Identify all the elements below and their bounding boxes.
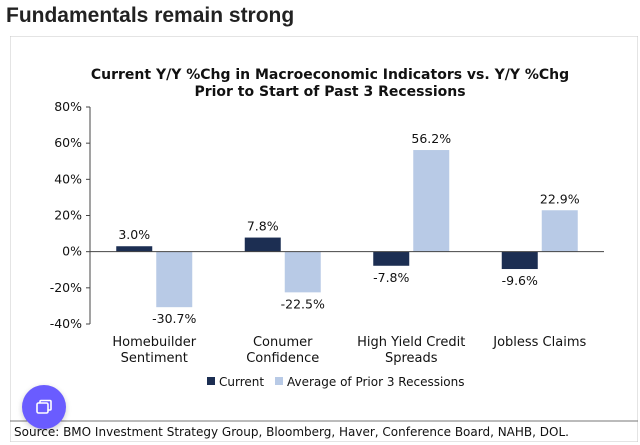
data-label: 7.8% xyxy=(247,219,279,234)
data-label: 56.2% xyxy=(411,131,451,146)
legend-label: Average of Prior 3 Recessions xyxy=(287,375,465,389)
bar-current xyxy=(116,246,153,252)
chart-title-line-1: Current Y/Y %Chg in Macroeconomic Indica… xyxy=(91,67,569,83)
bar-avg-prior-recessions xyxy=(284,251,321,293)
bar-avg-prior-recessions xyxy=(156,251,193,308)
legend: Current Average of Prior 3 Recessions xyxy=(207,375,465,389)
y-tick-label: 0% xyxy=(62,244,82,259)
y-tick-label: -40% xyxy=(50,316,82,331)
legend-swatch-avg xyxy=(275,377,283,385)
chart-border xyxy=(10,36,638,442)
fab-button[interactable] xyxy=(22,385,66,429)
category-label: Homebuilder xyxy=(112,335,196,350)
source-note: Source: BMO Investment Strategy Group, B… xyxy=(14,425,569,439)
y-tick-label: 60% xyxy=(54,135,82,150)
category-label: Confidence xyxy=(246,351,319,366)
y-tick-label: 80% xyxy=(54,99,82,114)
legend-swatch-current xyxy=(207,377,215,385)
data-label: 3.0% xyxy=(118,227,150,242)
bar-avg-prior-recessions xyxy=(541,210,578,252)
category-label: Sentiment xyxy=(121,351,188,366)
bar-current xyxy=(244,237,281,252)
category-label: High Yield Credit xyxy=(357,335,465,350)
chart-svg: Current Y/Y %Chg in Macroeconomic Indica… xyxy=(10,36,638,442)
data-label: -22.5% xyxy=(281,296,325,311)
category-label: Jobless Claims xyxy=(492,335,586,350)
data-label: -9.6% xyxy=(502,273,538,288)
category-label: Spreads xyxy=(385,351,438,366)
category-label: Conumer xyxy=(253,335,313,350)
data-label: 22.9% xyxy=(540,191,580,206)
chart-title-line-2: Prior to Start of Past 3 Recessions xyxy=(194,84,465,100)
bar-current xyxy=(501,251,538,270)
page-heading: Fundamentals remain strong xyxy=(6,4,295,27)
y-tick-label: 40% xyxy=(54,171,82,186)
copy-window-icon xyxy=(36,399,52,414)
plot-area: 80% 60% 40% 20% 0% -20% -40% 3.0% -30.7% Homebuil… xyxy=(50,99,604,366)
bar-avg-prior-recessions xyxy=(413,150,450,252)
bar-current xyxy=(373,251,410,266)
data-label: -7.8% xyxy=(373,270,409,285)
legend-label: Current xyxy=(219,375,264,389)
y-tick-label: 20% xyxy=(54,208,82,223)
chart-frame: Current Y/Y %Chg in Macroeconomic Indica… xyxy=(10,36,638,442)
data-label: -30.7% xyxy=(152,311,196,326)
y-tick-label: -20% xyxy=(50,280,82,295)
